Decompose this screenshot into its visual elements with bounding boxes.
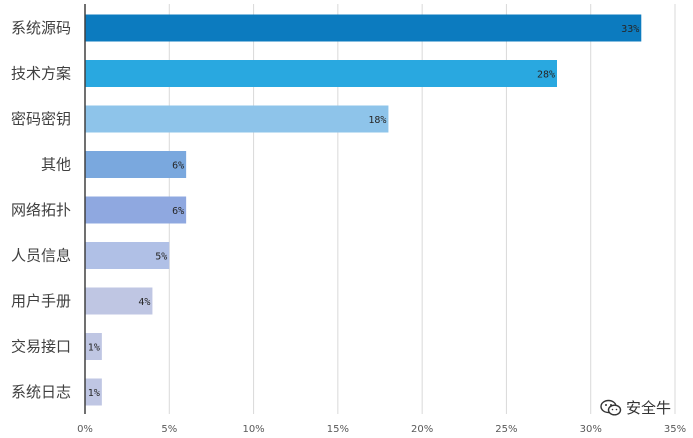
bar <box>85 151 187 178</box>
wechat-icon <box>600 399 622 416</box>
x-tick-label: 0% <box>77 424 93 435</box>
data-label: 5% <box>155 252 167 263</box>
x-tick-label: 5% <box>161 424 177 435</box>
bar <box>85 14 642 42</box>
category-label: 系统源码 <box>11 19 71 37</box>
data-label: 1% <box>88 388 100 399</box>
data-label: 6% <box>172 161 184 172</box>
x-tick-label: 20% <box>411 424 433 435</box>
bar <box>85 333 102 360</box>
category-label: 人员信息 <box>11 247 71 265</box>
category-label: 交易接口 <box>11 338 71 356</box>
bars <box>85 14 642 406</box>
bar <box>85 60 557 87</box>
data-label: 4% <box>138 297 150 308</box>
bar <box>85 242 170 269</box>
data-label: 1% <box>88 343 100 354</box>
data-label: 18% <box>368 115 386 126</box>
watermark-text: 安全牛 <box>625 399 671 417</box>
x-tick-label: 25% <box>495 424 517 435</box>
bar <box>85 196 187 224</box>
data-label: 33% <box>621 24 639 35</box>
category-label: 技术方案 <box>11 65 71 83</box>
bar <box>85 105 389 133</box>
x-tick-label: 15% <box>327 424 349 435</box>
x-tick-label: 30% <box>580 424 602 435</box>
category-label: 系统日志 <box>11 383 71 401</box>
bar <box>85 287 153 315</box>
x-tick-labels: 0% 5% 10% 15% 20% 25% 30% 35% <box>77 424 686 435</box>
bar <box>85 378 102 406</box>
category-label: 用户手册 <box>11 292 71 310</box>
category-label: 其他 <box>41 156 71 174</box>
x-tick-label: 10% <box>242 424 264 435</box>
category-label: 密码密钥 <box>11 110 71 128</box>
data-label: 28% <box>537 70 555 81</box>
data-label: 6% <box>172 206 184 217</box>
category-label: 网络拓扑 <box>11 201 71 219</box>
data-labels: 33% 28% 18% 6% 6% 5% 4% 1% 1% <box>88 24 639 399</box>
watermark: 安全牛 <box>600 397 671 418</box>
x-tick-label: 35% <box>664 424 686 435</box>
